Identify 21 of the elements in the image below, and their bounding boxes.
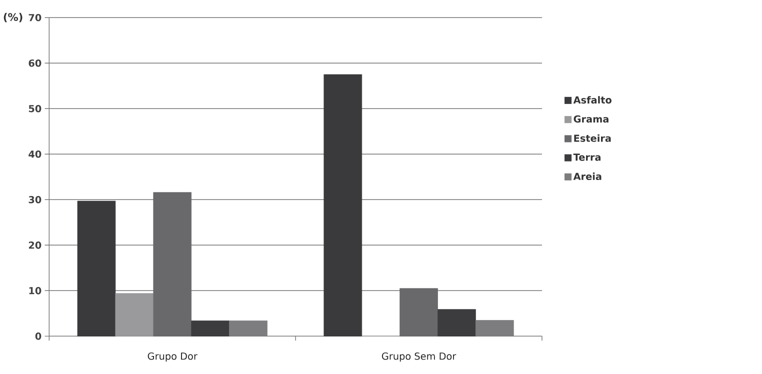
y-tick-label: 60	[28, 59, 42, 67]
y-axis-title: (%)	[4, 12, 22, 22]
legend-label: Grama	[574, 115, 608, 123]
legend-label: Asfalto	[573, 96, 612, 104]
x-tick-label: Grupo Dor	[148, 352, 198, 362]
bar	[324, 74, 362, 336]
y-tick-label: 50	[28, 104, 42, 112]
y-tick-label: 70	[28, 14, 42, 22]
y-tick-label: 40	[28, 150, 42, 158]
legend-label: Terra	[573, 154, 601, 161]
legend-label: Esteira	[574, 134, 611, 142]
bar	[115, 293, 154, 336]
bar	[77, 200, 116, 336]
y-tick-label: 20	[28, 242, 42, 249]
y-tick-label: 30	[28, 196, 42, 204]
y-tick-label: 0	[35, 332, 42, 340]
x-tick-label: Grupo Sem Dor	[382, 352, 456, 362]
bar	[438, 309, 476, 336]
y-tick-label: 10	[29, 287, 42, 294]
legend-label: Areia	[573, 172, 602, 180]
bar	[191, 320, 230, 336]
